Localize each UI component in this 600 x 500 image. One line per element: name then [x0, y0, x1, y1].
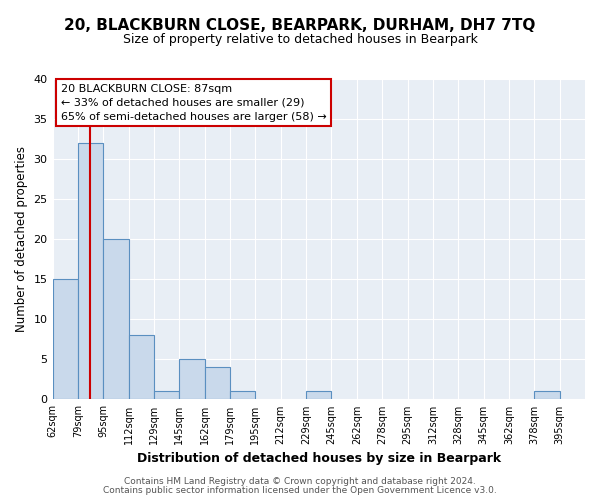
- Bar: [128, 336, 154, 400]
- Bar: [230, 392, 256, 400]
- Text: 20 BLACKBURN CLOSE: 87sqm
← 33% of detached houses are smaller (29)
65% of semi-: 20 BLACKBURN CLOSE: 87sqm ← 33% of detac…: [61, 84, 326, 122]
- Y-axis label: Number of detached properties: Number of detached properties: [15, 146, 28, 332]
- Bar: [179, 360, 205, 400]
- Bar: [154, 392, 179, 400]
- Text: 20, BLACKBURN CLOSE, BEARPARK, DURHAM, DH7 7TQ: 20, BLACKBURN CLOSE, BEARPARK, DURHAM, D…: [64, 18, 536, 32]
- Text: Size of property relative to detached houses in Bearpark: Size of property relative to detached ho…: [122, 32, 478, 46]
- Bar: [205, 368, 230, 400]
- X-axis label: Distribution of detached houses by size in Bearpark: Distribution of detached houses by size …: [137, 452, 501, 465]
- Bar: [306, 392, 331, 400]
- Bar: [53, 280, 78, 400]
- Bar: [534, 392, 560, 400]
- Text: Contains public sector information licensed under the Open Government Licence v3: Contains public sector information licen…: [103, 486, 497, 495]
- Bar: [78, 143, 103, 400]
- Bar: [103, 239, 128, 400]
- Text: Contains HM Land Registry data © Crown copyright and database right 2024.: Contains HM Land Registry data © Crown c…: [124, 477, 476, 486]
